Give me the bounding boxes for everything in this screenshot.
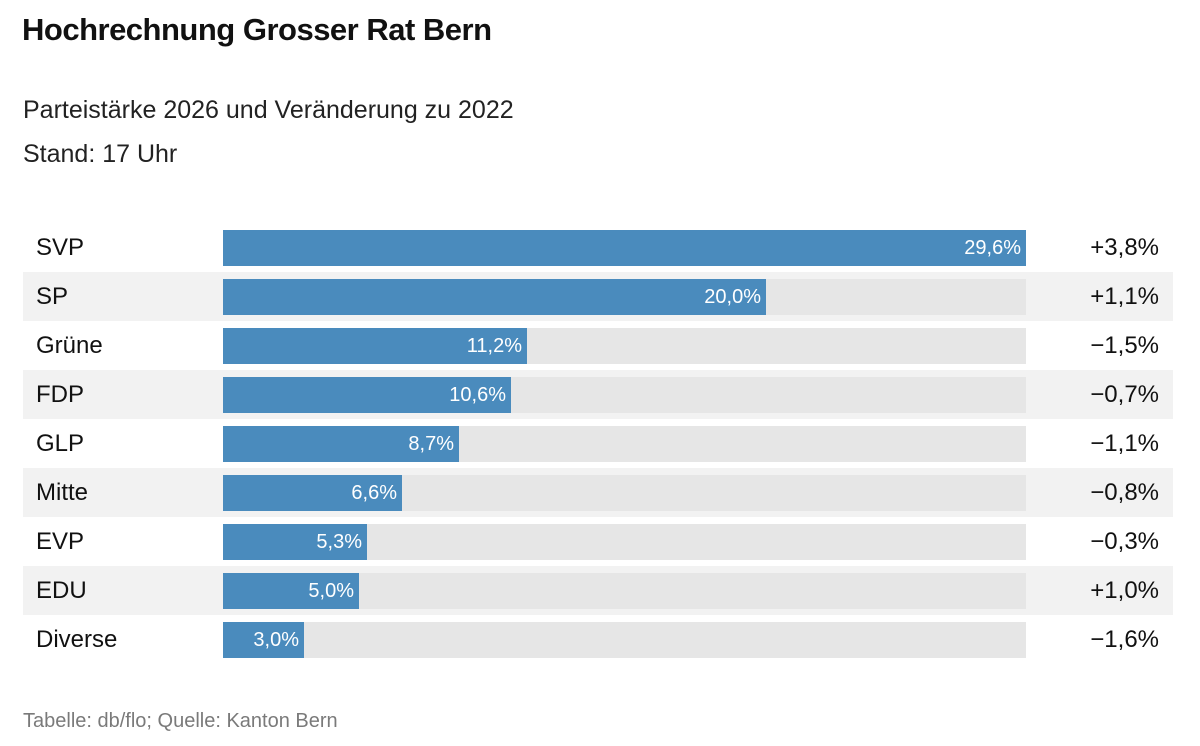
chart-title: Hochrechnung Grosser Rat Bern [22,12,492,47]
change-label: +3,8% [1090,234,1159,261]
party-label: EVP [36,528,85,555]
bar: 29,6% [223,230,1026,266]
source-footer: Tabelle: db/flo; Quelle: Kanton Bern [23,710,338,732]
bar-value-label: 5,0% [308,580,354,602]
bar-value-label: 5,3% [316,531,362,553]
change-label: −0,7% [1090,381,1159,408]
bar-value-label: 8,7% [408,433,454,455]
bar-track: 5,0% [223,573,1026,609]
bar: 8,7% [223,426,459,462]
bar-value-label: 29,6% [964,237,1021,259]
table-row: Grüne 11,2% −1,5% [23,321,1173,370]
table-row: EVP 5,3% −0,3% [23,517,1173,566]
bar-track: 20,0% [223,279,1026,315]
bar-track: 5,3% [223,524,1026,560]
bar: 3,0% [223,622,304,658]
bar-value-label: 20,0% [704,286,761,308]
bar-value-label: 10,6% [449,384,506,406]
change-label: −0,3% [1090,528,1159,555]
bar: 11,2% [223,328,527,364]
change-label: −0,8% [1090,479,1159,506]
party-label: Grüne [36,332,103,359]
bar: 6,6% [223,475,402,511]
bar: 5,3% [223,524,367,560]
table-row: Mitte 6,6% −0,8% [23,468,1173,517]
party-label: SP [36,283,69,310]
change-label: −1,1% [1090,430,1159,457]
table-row: FDP 10,6% −0,7% [23,370,1173,419]
table-row: Diverse 3,0% −1,6% [23,615,1173,664]
bar-track: 3,0% [223,622,1026,658]
bar-track: 29,6% [223,230,1026,266]
change-label: +1,1% [1090,283,1159,310]
bar-value-label: 3,0% [253,629,299,651]
party-label: SVP [36,234,85,261]
table-row: EDU 5,0% +1,0% [23,566,1173,615]
bar-value-label: 11,2% [466,335,522,357]
bar-track: 10,6% [223,377,1026,413]
party-label: GLP [36,430,85,457]
change-label: −1,6% [1090,626,1159,653]
bar-track: 11,2% [223,328,1026,364]
subtitle-line: Parteistärke 2026 und Veränderung zu 202… [23,96,514,124]
change-label: +1,0% [1090,577,1159,604]
subtitle-timestamp: Stand: 17 Uhr [23,140,178,168]
bar: 20,0% [223,279,766,315]
chart-subtitle: Parteistärke 2026 und Veränderung zu 202… [23,88,514,176]
table-row: SVP 29,6% +3,8% [23,223,1173,272]
table-row: GLP 8,7% −1,1% [23,419,1173,468]
bar: 5,0% [223,573,359,609]
bar: 10,6% [223,377,511,413]
party-label: Diverse [36,626,118,653]
bar-track: 6,6% [223,475,1026,511]
party-label: FDP [36,381,84,408]
party-label: EDU [36,577,87,604]
party-label: Mitte [36,479,89,506]
bar-table: SVP 29,6% +3,8% SP 20,0% +1,1% Grüne 11,2% −1,5%… [23,223,1173,664]
bar-value-label: 6,6% [351,482,397,504]
change-label: −1,5% [1090,332,1159,359]
bar-track: 8,7% [223,426,1026,462]
table-row: SP 20,0% +1,1% [23,272,1173,321]
